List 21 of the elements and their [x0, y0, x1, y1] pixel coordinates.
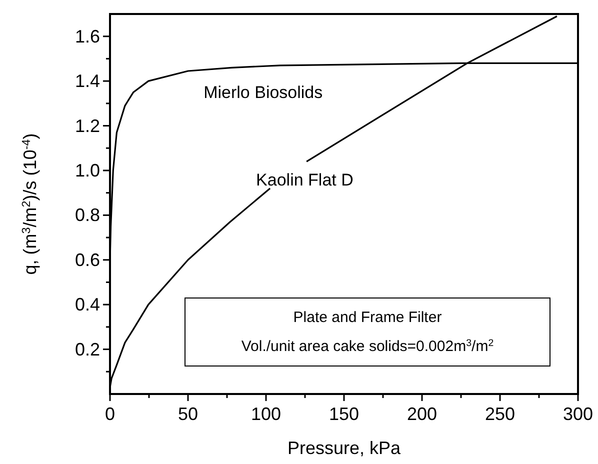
- series-label: Kaolin Flat D: [256, 170, 354, 190]
- x-tick-label: 250: [484, 404, 516, 424]
- y-tick-label: 0.4: [74, 294, 100, 315]
- annotation: Vol./unit area cake solids=0.002m$^{3}$/m$^{2}$: [241, 338, 494, 355]
- annotation: Plate and Frame Filter: [293, 309, 442, 326]
- x-tick-label: 0: [104, 404, 116, 424]
- series-label: Mierlo Biosolids: [204, 82, 323, 102]
- x-tick-label: 200: [406, 404, 438, 424]
- y-tick-label: 0.2: [74, 339, 100, 360]
- x-tick-label: 100: [250, 404, 282, 424]
- y-tick-label: 0.6: [74, 250, 100, 270]
- x-tick-label: 150: [328, 404, 360, 424]
- y-tick-label: 0.8: [74, 205, 100, 226]
- y-tick-label: 1.4: [74, 71, 100, 92]
- y-tick-label: 1.0: [74, 160, 100, 180]
- y-tick-label: 1.6: [74, 26, 100, 46]
- y-tick-label: 1.2: [74, 116, 100, 136]
- x-tick-label: 300: [562, 404, 594, 424]
- x-axis-title: Pressure, kPa: [287, 438, 402, 458]
- x-tick-label: 50: [178, 404, 198, 424]
- text-box: Plate and Frame Filter Vol./unit area cake solids=0.002m$^{3}$/m$^{2}$: [184, 298, 550, 366]
